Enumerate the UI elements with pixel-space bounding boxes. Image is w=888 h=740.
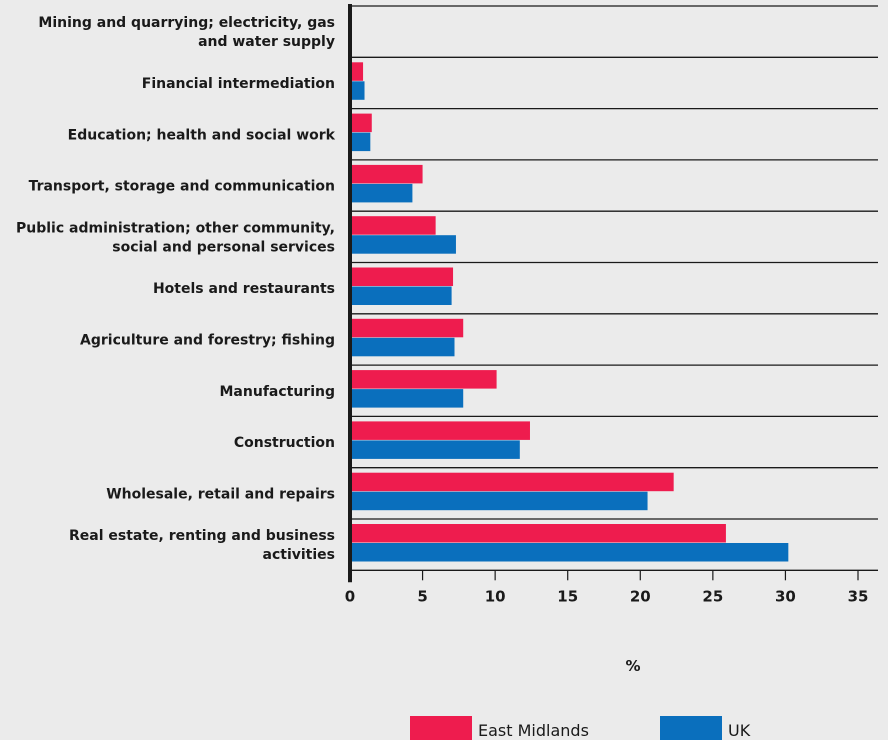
- legend-swatch-uk: [660, 716, 722, 740]
- bars: [350, 62, 789, 562]
- category-label: Financial intermediation: [142, 76, 335, 92]
- category-label: social and personal services: [112, 239, 335, 255]
- bar-uk: [350, 337, 455, 357]
- x-tick-label: 25: [702, 587, 723, 605]
- bar-uk: [350, 235, 456, 254]
- row-separators: [350, 5, 878, 571]
- category-label: Mining and quarrying; electricity, gas: [38, 15, 335, 31]
- bar-east-midlands: [350, 267, 454, 286]
- bar-east-midlands: [350, 62, 364, 81]
- bar-east-midlands: [350, 216, 436, 235]
- bar-uk: [350, 81, 365, 100]
- bar-uk: [350, 491, 648, 511]
- x-tick-label: 35: [848, 587, 869, 605]
- bar-east-midlands: [350, 472, 674, 492]
- legend-label-east-midlands: East Midlands: [478, 721, 589, 740]
- bar-east-midlands: [350, 113, 372, 133]
- category-labels: Mining and quarrying; electricity, gas an…: [16, 15, 336, 563]
- category-label: Agriculture and forestry; fishing: [80, 332, 335, 348]
- x-tick-label: 0: [345, 587, 355, 605]
- legend-swatch-east-midlands: [410, 716, 472, 740]
- legend-label-uk: UK: [728, 721, 751, 740]
- category-label: Education; health and social work: [68, 127, 336, 143]
- bar-uk: [350, 286, 452, 305]
- x-tick-label: 10: [485, 587, 506, 605]
- category-label: and water supply: [198, 34, 335, 50]
- bar-uk: [350, 183, 413, 203]
- bar-uk: [350, 132, 371, 152]
- bar-east-midlands: [350, 524, 726, 543]
- x-tick-label: 5: [417, 587, 427, 605]
- category-label: activities: [263, 547, 335, 563]
- category-label: Wholesale, retail and repairs: [106, 486, 335, 502]
- legend: East Midlands UK: [410, 716, 751, 740]
- bar-uk: [350, 440, 520, 459]
- category-label: Manufacturing: [220, 384, 336, 400]
- bar-east-midlands: [350, 318, 464, 338]
- category-label: Hotels and restaurants: [153, 281, 335, 297]
- x-tick-label: 30: [775, 587, 796, 605]
- category-label: Construction: [234, 435, 335, 451]
- bar-east-midlands: [350, 164, 423, 184]
- category-label: Public administration; other community,: [16, 220, 335, 236]
- category-label: Real estate, renting and business: [69, 528, 335, 544]
- bar-east-midlands: [350, 421, 530, 440]
- x-axis-title: %: [625, 657, 640, 675]
- x-axis-ticks: 0 5 10 15 20 25 30 35: [345, 570, 869, 605]
- bar-uk: [350, 543, 789, 562]
- x-tick-label: 20: [630, 587, 651, 605]
- x-tick-label: 15: [557, 587, 578, 605]
- category-label: Transport, storage and communication: [29, 179, 335, 195]
- bar-east-midlands: [350, 370, 497, 389]
- bar-uk: [350, 389, 464, 408]
